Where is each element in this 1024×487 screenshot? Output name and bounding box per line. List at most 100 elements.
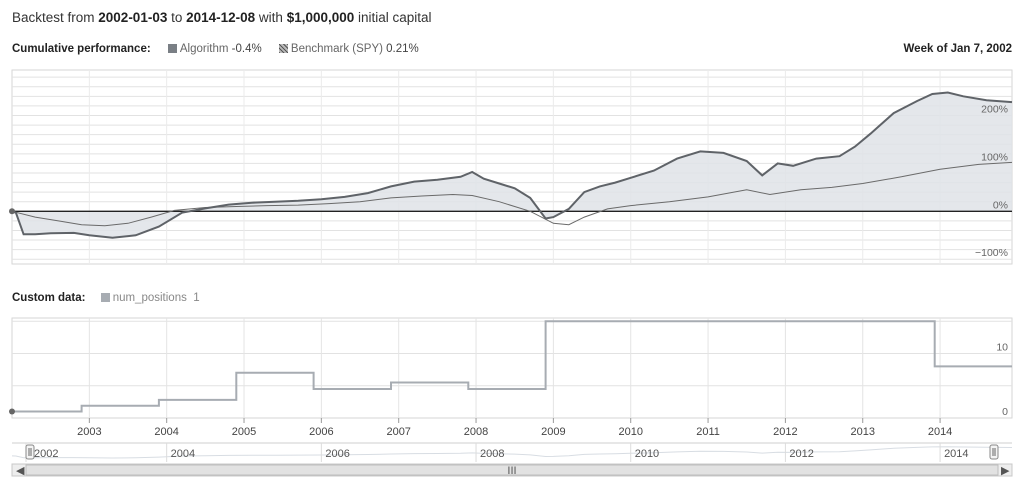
benchmark-point bbox=[1011, 161, 1013, 163]
legend-benchmark[interactable]: Benchmark (SPY) 0.21% bbox=[278, 43, 419, 55]
algorithm-point bbox=[777, 162, 779, 164]
performance-chart[interactable]: −100% 0% 100% 200% bbox=[9, 69, 1013, 265]
scrollbar-thumb[interactable] bbox=[25, 464, 999, 476]
num-positions-point bbox=[81, 405, 83, 407]
benchmark-point bbox=[978, 163, 980, 165]
algorithm-point bbox=[181, 212, 183, 214]
algorithm-point bbox=[614, 181, 616, 183]
navigator-year-label: 2004 bbox=[171, 448, 195, 460]
algorithm-point bbox=[854, 145, 856, 147]
num-positions-point bbox=[934, 320, 936, 322]
algorithm-point bbox=[343, 196, 345, 198]
algorithm-series-line[interactable] bbox=[11, 91, 1013, 239]
year-tick-label: 2008 bbox=[464, 426, 488, 438]
algorithm-point bbox=[599, 185, 601, 187]
navigator-year-label: 2012 bbox=[789, 448, 813, 460]
week-of-label: Week of Jan 7, 2002 bbox=[903, 43, 1012, 55]
algorithm-point bbox=[135, 234, 137, 236]
navigator-right-handle-grip[interactable] bbox=[989, 444, 999, 460]
algorithm-point bbox=[471, 171, 473, 173]
year-tick-label: 2004 bbox=[154, 426, 178, 438]
algorithm-swatch-icon bbox=[167, 44, 177, 53]
algorithm-point bbox=[869, 133, 871, 135]
num-positions-point bbox=[235, 372, 237, 374]
title-suffix: initial capital bbox=[354, 10, 432, 25]
num-positions-point bbox=[545, 320, 547, 322]
year-tick-label: 2013 bbox=[850, 426, 874, 438]
benchmark-point bbox=[57, 220, 59, 222]
num-positions-point bbox=[81, 411, 83, 413]
benchmark-point bbox=[81, 224, 83, 226]
algorithm-point bbox=[676, 157, 678, 159]
legend-algorithm[interactable]: Algorithm -0.4% bbox=[167, 43, 262, 55]
title-prefix: Backtest from bbox=[12, 10, 99, 25]
algorithm-point bbox=[274, 201, 276, 203]
algorithm-point bbox=[893, 112, 895, 114]
num-positions-series-line[interactable] bbox=[12, 320, 1012, 413]
year-tick-label: 2003 bbox=[77, 426, 101, 438]
custom-data-legend: Custom data: num_positions 1 bbox=[12, 292, 200, 304]
algorithm-point bbox=[792, 165, 794, 167]
benchmark-point bbox=[900, 176, 902, 178]
algorithm-point bbox=[367, 192, 369, 194]
scroll-right-arrow-icon[interactable]: ▶ bbox=[1001, 465, 1010, 477]
algorithm-point bbox=[699, 150, 701, 152]
benchmark-point bbox=[452, 194, 454, 196]
benchmark-series-line[interactable] bbox=[11, 161, 1013, 227]
algorithm-value: -0.4% bbox=[231, 43, 262, 55]
end-date: 2014-12-08 bbox=[186, 10, 256, 25]
algorithm-point bbox=[483, 178, 485, 180]
positions-ytick-label: 0 bbox=[1002, 406, 1008, 418]
navigator-right-handle[interactable] bbox=[989, 444, 999, 460]
algorithm-point bbox=[514, 187, 516, 189]
algorithm-point bbox=[583, 191, 585, 193]
cumulative-performance-label: Cumulative performance: bbox=[12, 43, 151, 55]
algorithm-point bbox=[34, 233, 36, 235]
performance-ytick-label: 0% bbox=[993, 199, 1008, 211]
navigator-year-label: 2002 bbox=[34, 448, 58, 460]
performance-start-marker bbox=[9, 208, 15, 215]
benchmark-name: Benchmark (SPY) bbox=[290, 43, 383, 55]
algorithm-point bbox=[22, 233, 24, 235]
benchmark-point bbox=[529, 210, 531, 212]
num-positions-point bbox=[235, 399, 237, 401]
performance-legend: Cumulative performance: Algorithm -0.4% … bbox=[12, 43, 433, 55]
benchmark-swatch-icon bbox=[278, 44, 288, 53]
scroll-left-arrow-icon[interactable]: ◀ bbox=[16, 465, 25, 477]
benchmark-point bbox=[150, 216, 152, 218]
algorithm-point bbox=[436, 179, 438, 181]
algorithm-point bbox=[985, 99, 987, 101]
range-navigator[interactable]: 2002 2004 2006 2008 2010 2012 2014 ◀ ▶ III bbox=[11, 442, 1013, 477]
algorithm-point bbox=[498, 182, 500, 184]
algorithm-point bbox=[88, 234, 90, 236]
navigator-left-handle-grip[interactable] bbox=[25, 444, 35, 460]
benchmark-point bbox=[800, 189, 802, 191]
num-positions-value: 1 bbox=[193, 292, 200, 304]
algorithm-point bbox=[815, 157, 817, 159]
benchmark-point bbox=[630, 205, 632, 207]
algorithm-point bbox=[251, 202, 253, 204]
algorithm-point bbox=[459, 176, 461, 178]
num-positions-point bbox=[390, 388, 392, 390]
title-to: to bbox=[167, 10, 187, 25]
benchmark-point bbox=[746, 189, 748, 191]
title-with: with bbox=[255, 10, 287, 25]
benchmark-point bbox=[769, 194, 771, 196]
algorithm-point bbox=[158, 225, 160, 227]
benchmark-point bbox=[328, 203, 330, 205]
year-tick-label: 2010 bbox=[618, 426, 642, 438]
algorithm-point bbox=[297, 200, 299, 202]
algorithm-point bbox=[630, 177, 632, 179]
benchmark-value: 0.21% bbox=[386, 43, 419, 55]
num-positions-point bbox=[313, 388, 315, 390]
benchmark-point bbox=[34, 216, 36, 218]
benchmark-point bbox=[498, 201, 500, 203]
navigator-left-handle[interactable] bbox=[25, 444, 35, 460]
legend-num-positions[interactable]: num_positions 1 bbox=[100, 292, 200, 304]
year-tick-label: 2007 bbox=[386, 426, 410, 438]
benchmark-point bbox=[173, 209, 175, 211]
algorithm-point bbox=[529, 197, 531, 199]
positions-chart[interactable]: 0 10 2003 2004 2005 2006 2007 2008 2009 2010 2011 2… bbox=[9, 317, 1013, 438]
algorithm-point bbox=[15, 212, 17, 214]
